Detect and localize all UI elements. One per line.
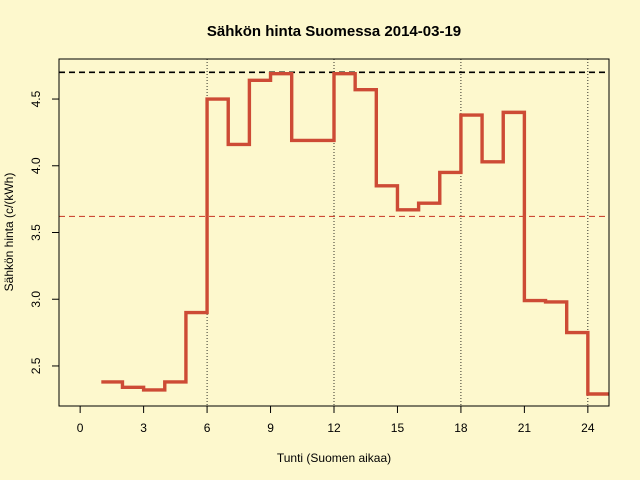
y-axis-label: Sähkön hinta (c/(kWh) [2,173,16,292]
x-tick-label: 0 [77,421,84,435]
x-tick-label: 18 [454,421,468,435]
y-tick-label: 3.5 [29,224,43,241]
chart-title: Sähkön hinta Suomessa 2014-03-19 [207,23,461,40]
y-tick-label: 2.5 [29,357,43,374]
series-line-1 [101,71,609,396]
y-tick-label: 3.0 [29,291,43,308]
x-tick-label: 21 [518,421,532,435]
x-tick-label: 12 [327,421,341,435]
x-axis: 0 3 6 9 12 15 18 21 24 [77,405,595,435]
x-tick-label: 24 [581,421,595,435]
x-tick-label: 6 [204,421,211,435]
y-tick-label: 4.5 [29,90,43,107]
x-tick-label: 3 [140,421,147,435]
vertical-gridlines [206,59,589,406]
x-tick-label: 15 [391,421,405,435]
price-series [101,71,609,396]
y-tick-label: 4.0 [29,157,43,174]
x-tick-label: 9 [267,421,274,435]
y-axis: 2.5 3.0 3.5 4.0 4.5 [29,90,60,374]
x-axis-label: Tunti (Suomen aikaa) [277,451,391,465]
